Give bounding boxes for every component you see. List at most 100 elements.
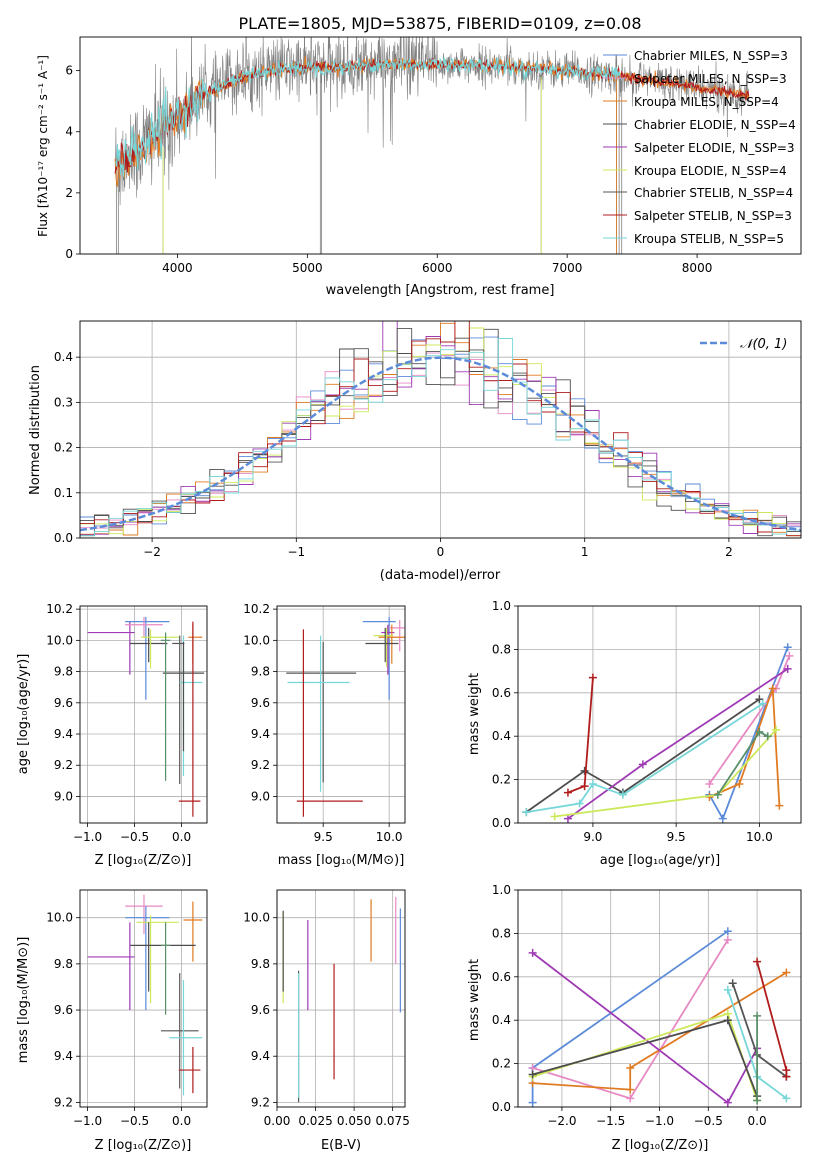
y-tick-label: 10.0	[46, 633, 73, 647]
errorbar-point	[286, 641, 357, 783]
axes-frame	[517, 605, 802, 824]
weight-vs-age-ylabel: mass weight	[467, 673, 482, 755]
axes-frame	[276, 889, 406, 1108]
weight-point-marker	[755, 727, 764, 736]
weight-point-marker	[580, 766, 589, 775]
x-tick-label: 10.0	[376, 830, 403, 844]
x-tick-label: 6000	[422, 261, 453, 275]
y-tick-label: 9.6	[54, 696, 73, 710]
mass-vs-z-xlabel: Z [log₁₀(Z/Z⊙)]	[95, 1138, 192, 1153]
x-tick-label: 0.025	[298, 1114, 332, 1128]
x-tick-label: 0.00	[264, 1114, 291, 1128]
legend-entry: Salpeter STELIB, N_SSP=3	[634, 209, 792, 223]
weight-point-marker	[528, 1070, 537, 1079]
y-tick-label: 0.0	[54, 531, 73, 545]
weight-point-marker	[575, 799, 584, 808]
weight-plot-area	[522, 643, 794, 823]
errorbar-point	[87, 621, 135, 675]
y-tick-label: 0.2	[492, 773, 511, 787]
x-tick-label: 0.0	[172, 1114, 191, 1128]
weight-point-marker	[768, 684, 777, 693]
x-tick-label: 9.5	[314, 830, 333, 844]
legend-entry: Salpeter MILES, N_SSP=3	[634, 72, 787, 86]
spectrum-plot-area	[114, 37, 750, 254]
spectrum-legend: Chabrier MILES, N_SSP=3 Salpeter MILES, …	[603, 49, 796, 246]
legend-entry: 𝒩(0, 1)	[740, 337, 787, 352]
errorbar-point	[178, 1046, 201, 1094]
weight-point-marker	[588, 779, 597, 788]
errorbar-point	[129, 922, 196, 992]
axes-frame	[276, 605, 406, 824]
weight-point-marker	[728, 979, 737, 988]
y-tick-label: 9.6	[251, 696, 270, 710]
weight-point-marker	[753, 1011, 762, 1020]
y-tick-label: 2	[65, 186, 73, 200]
y-tick-label: 9.6	[54, 1003, 73, 1017]
weight-point-marker	[563, 788, 572, 797]
x-tick-label: 5000	[292, 261, 323, 275]
y-tick-label: 10.0	[46, 911, 73, 925]
errorbar-point	[381, 624, 395, 675]
weight-point-marker	[626, 1063, 635, 1072]
y-tick-label: 10.0	[243, 633, 270, 647]
y-tick-label: 10.2	[46, 602, 73, 616]
weight-vs-z-ylabel: mass weight	[467, 959, 482, 1041]
errorbar-point	[378, 624, 405, 664]
x-tick-label: −0.5	[694, 1114, 723, 1128]
age-vs-mass-xlabel: mass [log₁₀(M/M⊙)]	[278, 853, 405, 868]
y-tick-label: 10.0	[243, 911, 270, 925]
weight-point-marker	[626, 1085, 635, 1094]
x-tick-label: 9.5	[667, 830, 686, 844]
errorbar-point	[160, 922, 171, 1015]
errorbar-plot-area	[286, 616, 405, 817]
weight-point-marker	[753, 1096, 762, 1105]
histogram-xlabel: (data-model)/error	[380, 568, 501, 583]
x-tick-label: −1.5	[596, 1114, 625, 1128]
weight-series-line	[567, 677, 594, 794]
axes-frame	[79, 36, 802, 255]
errorbar-point	[362, 616, 396, 700]
errorbar-point	[365, 627, 399, 663]
errorbar-point	[125, 894, 163, 934]
weight-point-marker	[723, 1098, 732, 1107]
errorbar-point	[386, 620, 405, 652]
axes-frame	[79, 889, 208, 1108]
weight-point-marker	[755, 695, 764, 704]
y-tick-label: 10.2	[243, 602, 270, 616]
y-tick-label: 9.2	[251, 1095, 270, 1109]
y-tick-label: 9.4	[54, 727, 73, 741]
errorbar-point	[296, 629, 363, 817]
errorbar-point	[169, 980, 203, 1096]
weight-point-marker	[563, 814, 572, 823]
x-tick-label: 0.050	[337, 1114, 371, 1128]
errorbar-point	[141, 629, 179, 669]
histogram-plot-area	[80, 321, 801, 537]
x-tick-label: 0	[437, 545, 445, 559]
legend-entry: Chabrier ELODIE, N_SSP=4	[634, 118, 796, 132]
model-spectrum-line	[114, 56, 623, 177]
x-tick-label: −2.0	[547, 1114, 576, 1128]
weight-vs-metallicity-panel: −2.0 −1.5 −1.0 −0.5 0.0 0.0 0.2 0.4 0.6 0.8 1.0	[492, 883, 802, 1128]
legend-entry: Kroupa ELODIE, N_SSP=4	[634, 164, 787, 178]
weight-point-marker	[735, 779, 744, 788]
x-tick-label: 10.0	[746, 830, 773, 844]
errorbar-point	[136, 915, 179, 1004]
y-tick-label: 1.0	[492, 883, 511, 897]
y-tick-label: 0.2	[492, 1057, 511, 1071]
histogram-legend: 𝒩(0, 1)	[700, 337, 787, 352]
y-tick-label: 9.8	[251, 665, 270, 679]
weight-series-line	[532, 1012, 758, 1101]
weight-point-marker	[782, 968, 791, 977]
y-tick-label: 6	[65, 64, 73, 78]
errorbar-point	[287, 635, 350, 792]
x-tick-label: −0.5	[120, 1114, 149, 1128]
y-tick-label: 0.8	[492, 642, 511, 656]
x-tick-label: 8000	[682, 261, 713, 275]
y-tick-label: 4	[65, 125, 73, 139]
weight-point-marker	[775, 801, 784, 810]
mass-vs-z-ylabel: mass [log₁₀(M/M⊙)]	[16, 937, 31, 1064]
y-tick-label: 9.4	[251, 727, 270, 741]
errorbar-plot-area	[87, 894, 203, 1096]
weight-point-marker	[783, 643, 792, 652]
weight-series-line	[532, 952, 758, 1105]
